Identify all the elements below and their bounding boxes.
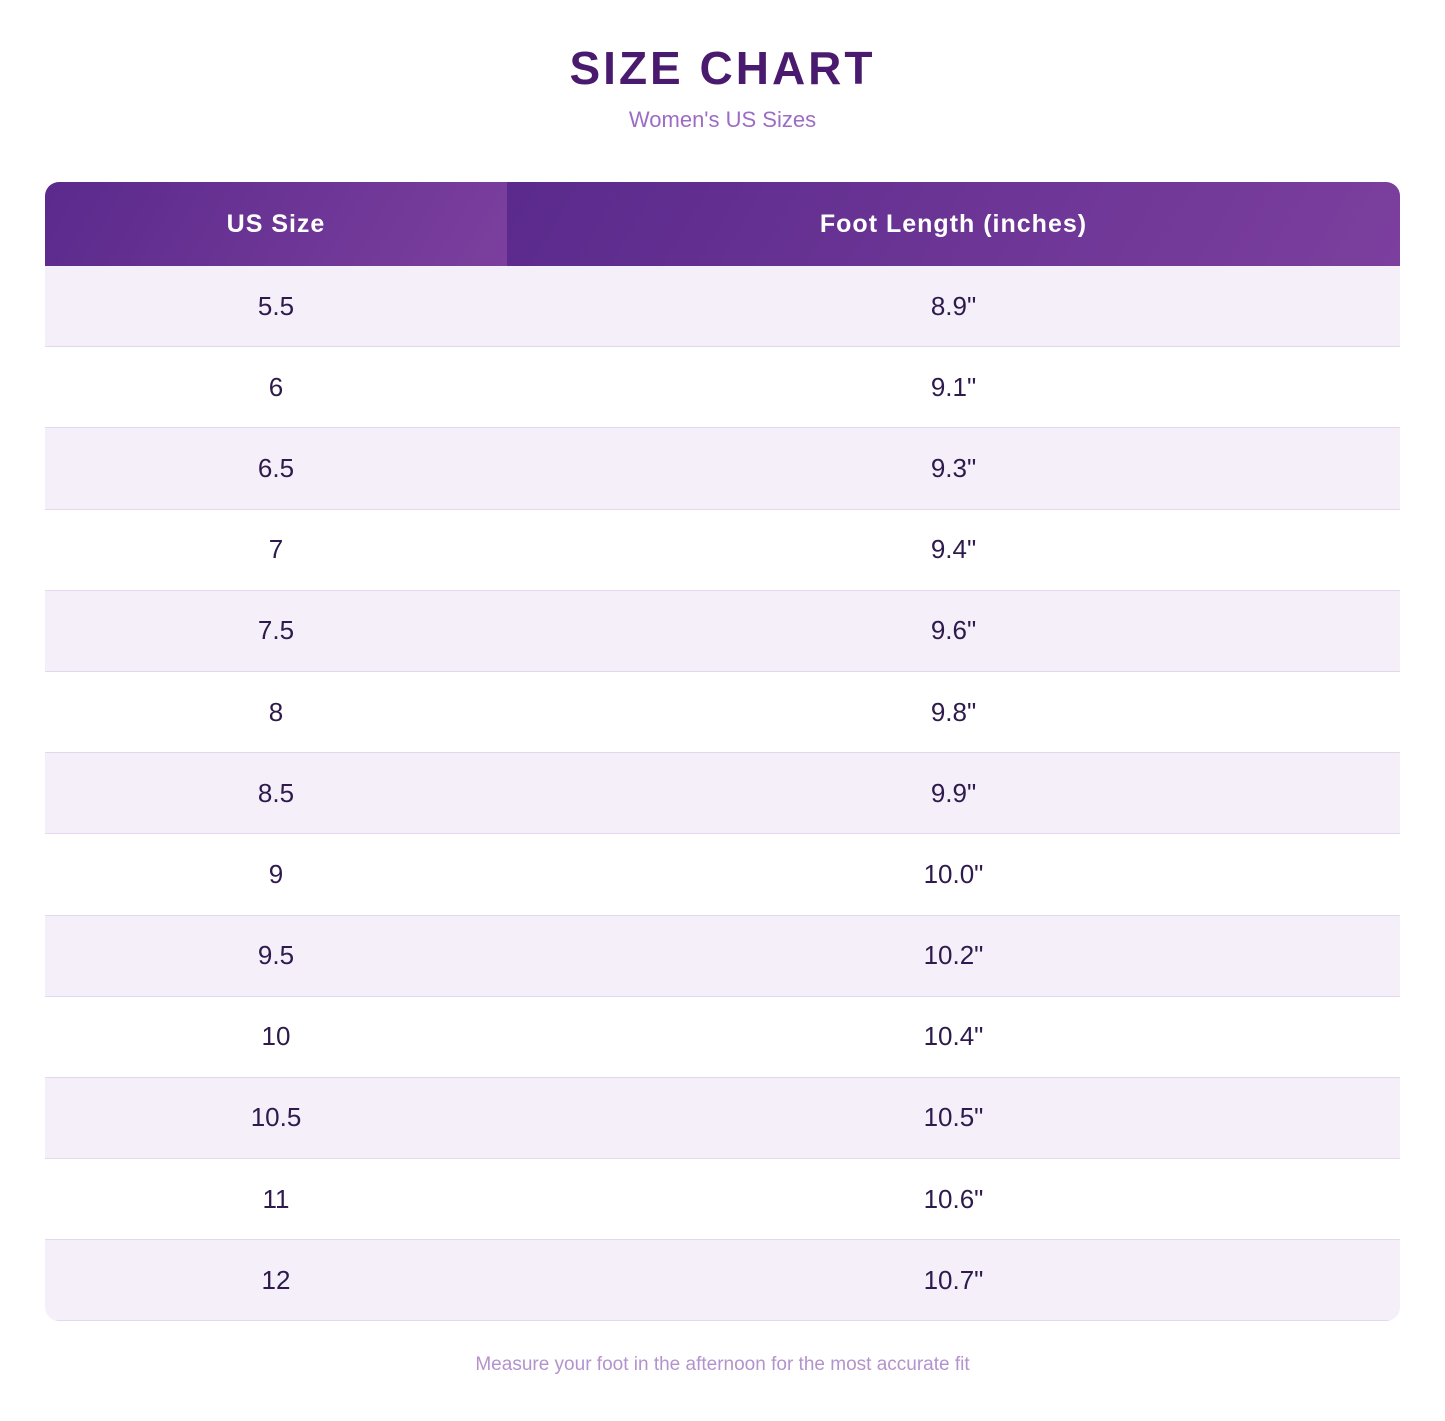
table-cell: 10.6"	[923, 1183, 984, 1214]
table-cell: 9.3"	[930, 452, 977, 483]
table-row: 7.5 9.6"	[45, 590, 1400, 672]
table-row: 6.5 9.3"	[45, 428, 1400, 510]
table-cell: 9.4"	[930, 534, 977, 565]
table-cell: 10.5"	[923, 1102, 984, 1133]
table-cell: 10	[261, 1021, 291, 1052]
table-cell: 7	[268, 534, 284, 565]
table-cell: 8	[268, 696, 284, 727]
table-cell: 10.2"	[923, 940, 984, 971]
table-cell: 9.9"	[930, 777, 977, 808]
table-row: 5.5 8.9"	[45, 266, 1400, 348]
table-cell: 5.5	[257, 290, 295, 321]
table-row: 8.5 9.9"	[45, 753, 1400, 835]
table-row: 10.5 10.5"	[45, 1077, 1400, 1160]
table-cell: 9.6"	[930, 615, 977, 646]
table-row: 12 10.7"	[45, 1240, 1400, 1322]
table-cell: 12	[261, 1264, 291, 1295]
table-row: 10 10.4"	[45, 997, 1400, 1078]
table-row: 8 9.8"	[45, 672, 1400, 754]
table-cell: 9	[268, 858, 284, 889]
table-cell: 10.7"	[923, 1264, 984, 1295]
table-row: 9 10.0"	[45, 834, 1400, 916]
table-cell: 9.8"	[930, 696, 977, 727]
table-cell: 10.5	[250, 1102, 302, 1133]
table-row: 6 9.1"	[45, 347, 1400, 429]
column-header: Foot Length (inches)	[507, 182, 1400, 266]
table-cell: 11	[262, 1183, 290, 1214]
table-cell: 8.5	[257, 777, 295, 808]
table-cell: 7.5	[257, 615, 295, 646]
table-cell: 10.4"	[923, 1021, 984, 1052]
table-row: 11 10.6"	[45, 1159, 1400, 1241]
size-table: US Size Foot Length (inches) 5.5 8.9" 6 9.1" 6…	[45, 182, 1400, 1322]
table-cell: 8.9"	[930, 290, 977, 321]
column-header: US Size	[45, 182, 507, 266]
table-cell: 6	[268, 371, 284, 402]
table-cell: 6.5	[257, 452, 295, 483]
footer-note: Measure your foot in the afternoon for t…	[475, 1354, 970, 1375]
header-row: US Size Foot Length (inches)	[45, 182, 1400, 266]
title: SIZE CHART	[569, 42, 876, 94]
table-cell: 9.1"	[930, 371, 977, 402]
subtitle: Women's US Sizes	[628, 107, 817, 132]
table-row: 9.5 10.2"	[45, 915, 1400, 997]
table-cell: 9.5	[257, 940, 295, 971]
table-cell: 10.0"	[923, 858, 984, 889]
table-row: 7 9.4"	[45, 510, 1400, 591]
